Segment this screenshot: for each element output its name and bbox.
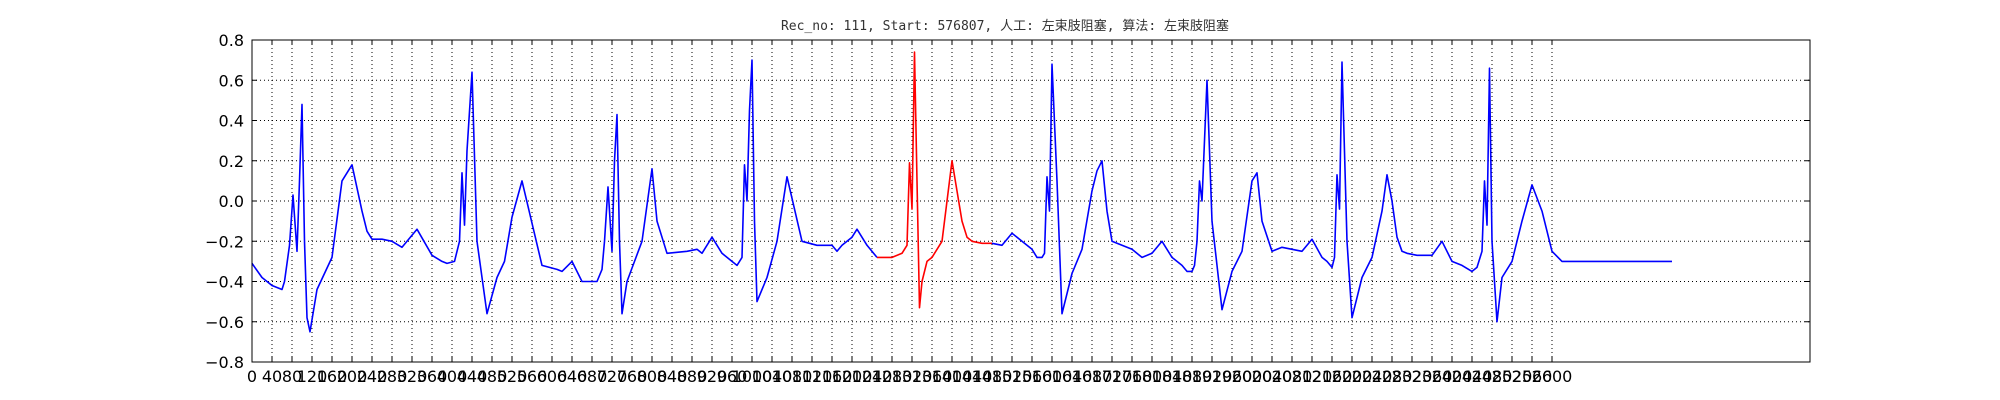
x-tick-label: 1160: [812, 367, 853, 386]
x-tick-label: 760: [617, 367, 648, 386]
series-line-highlighted-beat: [877, 51, 992, 309]
x-tick-label: 2280: [1372, 367, 1413, 386]
x-tick-label: 800: [637, 367, 668, 386]
x-tick-label: 240: [357, 367, 388, 386]
x-tick-label: 1840: [1152, 367, 1193, 386]
x-tick-label: 2520: [1492, 367, 1533, 386]
x-tick-label: 1200: [832, 367, 873, 386]
x-tick-label: 1360: [912, 367, 953, 386]
x-tick-label: 2160: [1312, 367, 1353, 386]
x-tick-label: 1320: [892, 367, 933, 386]
x-tick-label: 1920: [1192, 367, 1233, 386]
x-tick-label: 1560: [1012, 367, 1053, 386]
x-tick-label: 2480: [1472, 367, 1513, 386]
x-tick-label: 2560: [1512, 367, 1553, 386]
x-tick-label: 1240: [852, 367, 893, 386]
y-tick-label: −0.6: [205, 313, 244, 332]
series-line-ecg: [991, 61, 1672, 323]
x-tick-label: 2240: [1352, 367, 1393, 386]
y-tick-label: 0.8: [219, 31, 244, 50]
x-tick-label: 1120: [792, 367, 833, 386]
x-tick-label: 1520: [992, 367, 1033, 386]
x-tick-label: 2000: [1232, 367, 1273, 386]
x-tick-label: 400: [437, 367, 468, 386]
x-tick-label: 920: [697, 367, 728, 386]
x-tick-label: 1400: [932, 367, 973, 386]
x-tick-label: 840: [657, 367, 688, 386]
x-tick-label: 1800: [1132, 367, 1173, 386]
x-tick-label: 960: [717, 367, 748, 386]
x-tick-label: 320: [397, 367, 428, 386]
y-axis: 0.8 0.6 0.4 0.2 0.0 −0.2 −0.4 −0.6 −0.8: [205, 31, 1810, 372]
x-tick-label: 2120: [1292, 367, 1333, 386]
x-tick-label: 1080: [772, 367, 813, 386]
x-tick-label: 640: [557, 367, 588, 386]
grid-lines: [252, 40, 1810, 362]
y-tick-label: 0.6: [219, 71, 244, 90]
x-tick-label: 2440: [1452, 367, 1493, 386]
x-tick-label: 1760: [1112, 367, 1153, 386]
x-tick-label: 1040: [752, 367, 793, 386]
x-tick-label: 2040: [1252, 367, 1293, 386]
x-tick-label: 40: [262, 367, 282, 386]
x-tick-label: 1600: [1032, 367, 1073, 386]
x-tick-label: 1480: [972, 367, 1013, 386]
x-tick-label: 1280: [872, 367, 913, 386]
x-tick-label: 360: [417, 367, 448, 386]
x-tick-label: 2360: [1412, 367, 1453, 386]
x-axis: 0 40 8012016020024028032036040044048052056…: [247, 40, 1572, 386]
y-tick-label: 0.4: [219, 112, 244, 131]
x-tick-label: 1880: [1172, 367, 1213, 386]
y-tick-label: −0.8: [205, 353, 244, 372]
x-tick-label: 2200: [1332, 367, 1373, 386]
x-tick-label: 1000: [732, 367, 773, 386]
y-tick-label: 0.2: [219, 152, 244, 171]
y-tick-label: −0.2: [205, 232, 244, 251]
x-tick-label: 560: [517, 367, 548, 386]
x-tick-label: 480: [477, 367, 508, 386]
x-tick-label: 880: [677, 367, 708, 386]
x-tick-label: 160: [317, 367, 348, 386]
x-tick-label: 1440: [952, 367, 993, 386]
chart-title: Rec_no: 111, Start: 576807, 人工: 左束肢阻塞, 算…: [781, 18, 1229, 34]
x-tick-label: 200: [337, 367, 368, 386]
x-tick-label: 440: [457, 367, 488, 386]
y-tick-label: 0.0: [219, 192, 244, 211]
x-tick-label: 280: [377, 367, 408, 386]
x-tick-label: 680: [577, 367, 608, 386]
series-layer: [251, 51, 1672, 333]
x-tick-label: 0: [247, 367, 257, 386]
x-tick-label: 720: [597, 367, 628, 386]
x-tick-label: 1680: [1072, 367, 1113, 386]
x-tick-label: 520: [497, 367, 528, 386]
x-tick-label: 1640: [1052, 367, 1093, 386]
series-line-ecg: [251, 59, 878, 333]
x-tick-label: 2080: [1272, 367, 1313, 386]
y-tick-label: −0.4: [205, 273, 244, 292]
x-tick-label: 2600: [1532, 367, 1573, 386]
x-tick-label: 600: [537, 367, 568, 386]
x-tick-label: 120: [297, 367, 328, 386]
x-tick-label: 1720: [1092, 367, 1133, 386]
x-tick-label: 1960: [1212, 367, 1253, 386]
x-tick-label: 80: [282, 367, 302, 386]
x-tick-label: 2400: [1432, 367, 1473, 386]
x-tick-label: 2320: [1392, 367, 1433, 386]
